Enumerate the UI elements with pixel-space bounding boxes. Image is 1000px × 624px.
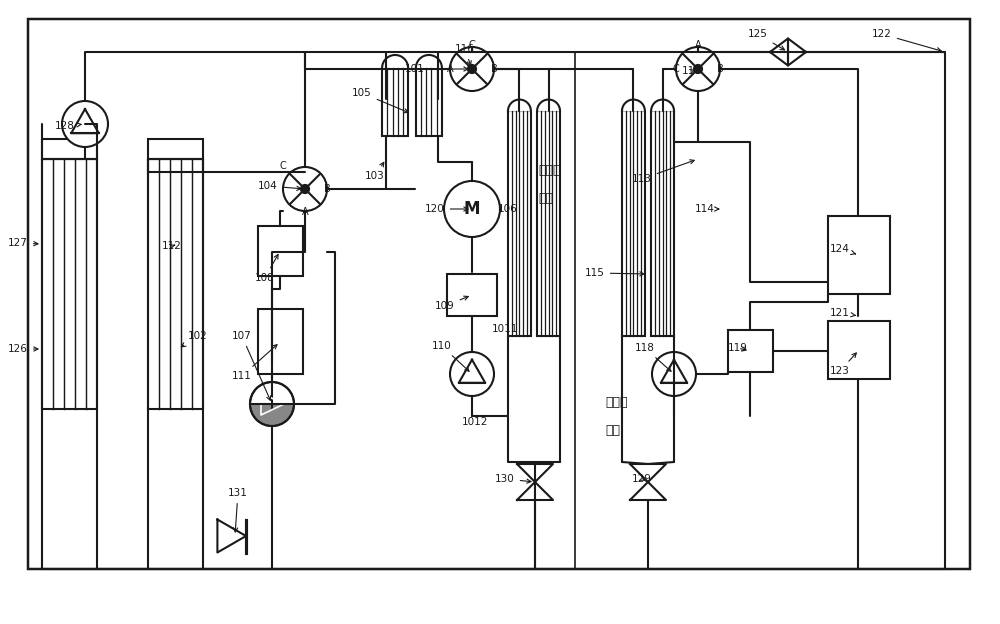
Circle shape xyxy=(450,352,494,396)
Text: 127: 127 xyxy=(8,238,38,248)
Text: 130: 130 xyxy=(495,474,531,484)
Circle shape xyxy=(676,47,720,91)
Polygon shape xyxy=(630,482,666,500)
Circle shape xyxy=(450,47,494,91)
Bar xyxy=(258,226,303,276)
Text: 128: 128 xyxy=(55,121,81,131)
Circle shape xyxy=(301,185,309,193)
Text: B: B xyxy=(717,64,723,74)
Text: 接空调: 接空调 xyxy=(538,164,560,177)
Bar xyxy=(508,111,531,336)
Bar xyxy=(416,68,442,136)
Polygon shape xyxy=(537,100,560,111)
Bar xyxy=(622,111,645,336)
Bar xyxy=(828,216,890,294)
Bar xyxy=(828,321,890,379)
Text: 108: 108 xyxy=(255,255,278,283)
Text: 116: 116 xyxy=(455,44,475,65)
Text: A: A xyxy=(302,207,308,217)
Text: M: M xyxy=(464,200,480,218)
Bar xyxy=(651,111,674,336)
Polygon shape xyxy=(517,464,553,482)
Text: 122: 122 xyxy=(872,29,941,52)
Text: A: A xyxy=(447,64,453,74)
Text: 113: 113 xyxy=(632,160,694,184)
Circle shape xyxy=(250,382,294,426)
Text: B: B xyxy=(491,64,497,74)
Polygon shape xyxy=(630,464,666,482)
Bar xyxy=(148,139,203,159)
Text: 107: 107 xyxy=(232,331,271,401)
Bar xyxy=(537,111,560,336)
Circle shape xyxy=(283,167,327,211)
Text: 109: 109 xyxy=(435,296,468,311)
Text: 102: 102 xyxy=(181,331,208,347)
Circle shape xyxy=(694,65,702,74)
Text: 106: 106 xyxy=(498,204,518,214)
Text: 系统: 系统 xyxy=(605,424,620,437)
Text: C: C xyxy=(469,40,475,50)
Polygon shape xyxy=(517,482,553,500)
Bar xyxy=(42,139,97,159)
Text: 101: 101 xyxy=(405,64,468,74)
Polygon shape xyxy=(651,100,674,111)
Bar xyxy=(148,159,203,409)
Circle shape xyxy=(444,181,500,237)
Text: 120: 120 xyxy=(425,204,468,214)
Text: B: B xyxy=(324,184,330,194)
Text: 126: 126 xyxy=(8,344,38,354)
Text: 129: 129 xyxy=(632,474,652,484)
Text: 112: 112 xyxy=(162,241,182,251)
Bar xyxy=(258,309,303,374)
Text: 105: 105 xyxy=(352,88,408,113)
Text: 111: 111 xyxy=(232,344,277,381)
Circle shape xyxy=(62,101,108,147)
Text: 125: 125 xyxy=(748,29,785,50)
Text: 124: 124 xyxy=(830,244,856,255)
Polygon shape xyxy=(416,55,442,68)
Text: 117: 117 xyxy=(682,66,702,76)
Text: 123: 123 xyxy=(830,353,856,376)
Polygon shape xyxy=(622,100,645,111)
Polygon shape xyxy=(770,39,788,66)
Text: 118: 118 xyxy=(635,343,671,371)
Circle shape xyxy=(652,352,696,396)
Text: A: A xyxy=(695,40,701,50)
Text: 1012: 1012 xyxy=(462,417,488,427)
Circle shape xyxy=(468,65,476,74)
Text: 104: 104 xyxy=(258,181,301,191)
Text: 1011: 1011 xyxy=(492,324,518,334)
Text: 103: 103 xyxy=(365,162,385,181)
Text: 114: 114 xyxy=(695,204,719,214)
Polygon shape xyxy=(250,404,294,426)
Bar xyxy=(382,68,408,136)
Bar xyxy=(728,330,773,372)
Text: 121: 121 xyxy=(830,308,856,318)
Text: C: C xyxy=(280,161,286,171)
Bar xyxy=(42,159,97,409)
Polygon shape xyxy=(508,100,531,111)
Text: 119: 119 xyxy=(728,343,748,353)
Text: 110: 110 xyxy=(432,341,469,371)
Bar xyxy=(447,274,497,316)
Text: 131: 131 xyxy=(228,488,248,532)
Text: 接空调: 接空调 xyxy=(605,396,628,409)
Bar xyxy=(28,19,970,569)
Polygon shape xyxy=(382,55,408,68)
Polygon shape xyxy=(788,39,806,66)
Text: C: C xyxy=(673,64,679,74)
Polygon shape xyxy=(217,520,246,552)
Text: 系统: 系统 xyxy=(538,192,553,205)
Text: 115: 115 xyxy=(585,268,644,278)
